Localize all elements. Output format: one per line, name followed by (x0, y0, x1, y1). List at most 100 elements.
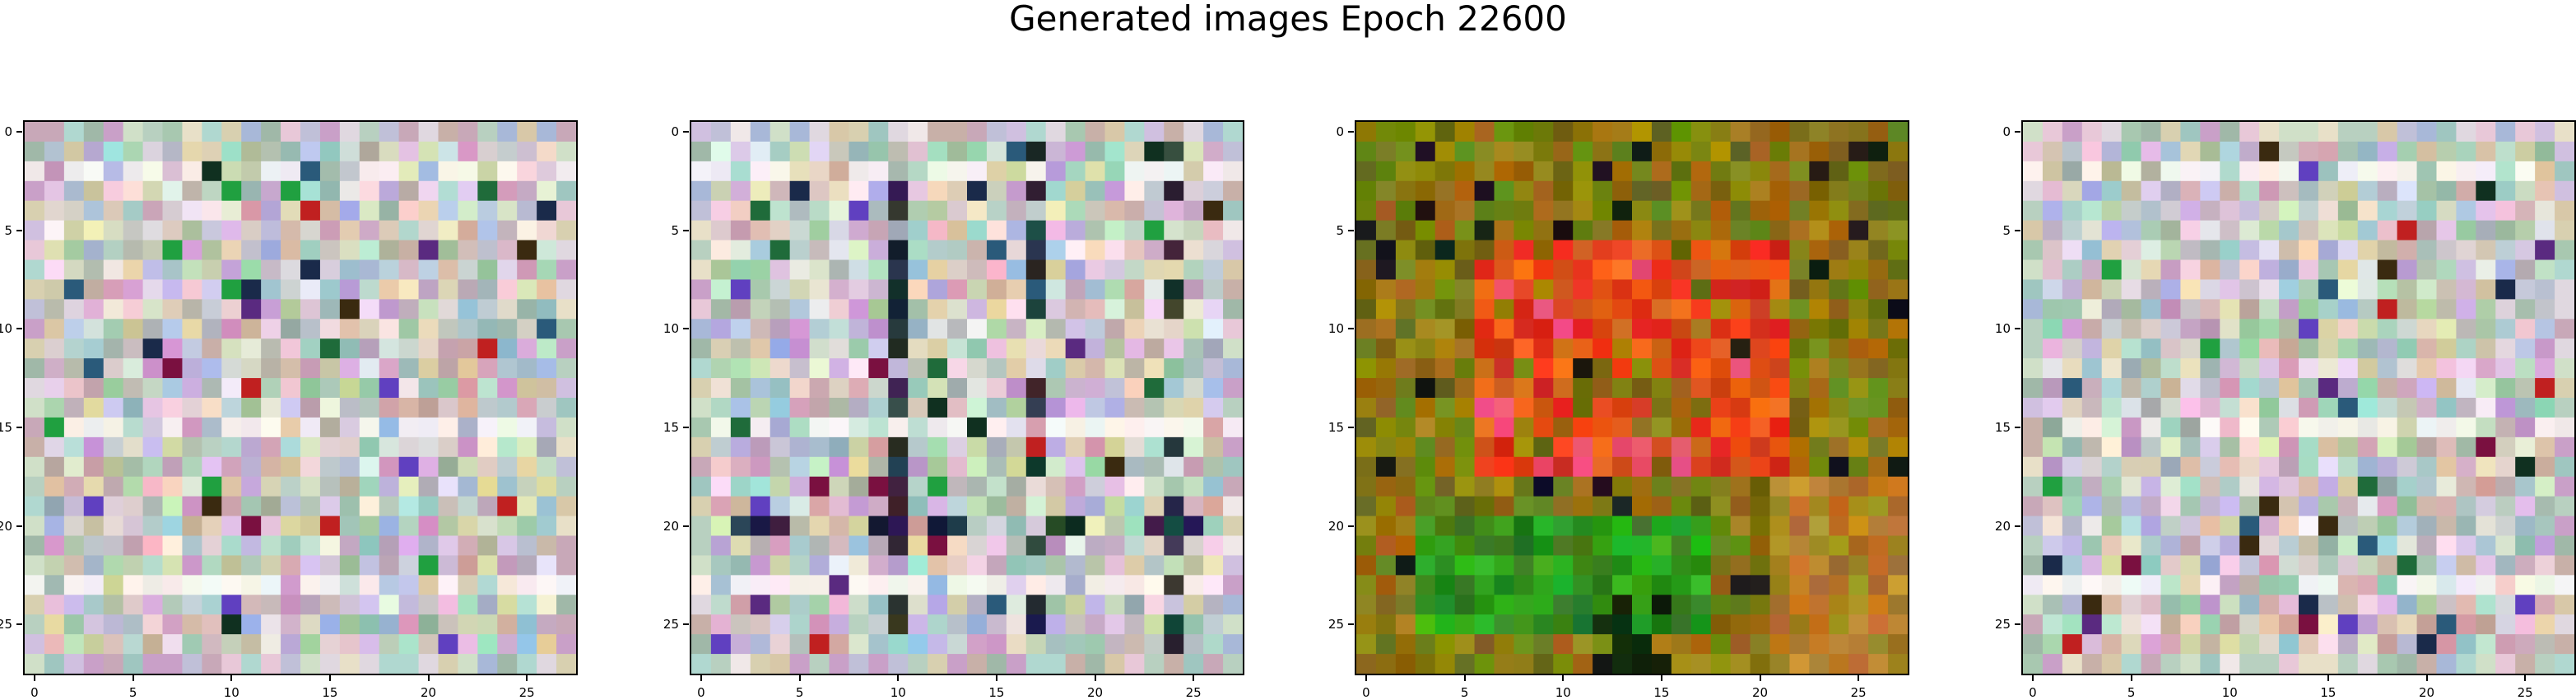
pixel-cell (1203, 654, 1224, 674)
pixel-cell (2476, 476, 2496, 497)
pixel-cell (241, 398, 262, 418)
pixel-cell (1164, 220, 1184, 241)
pixel-cell (241, 476, 262, 497)
pixel-cell (556, 240, 576, 261)
pixel-cell (710, 319, 732, 339)
pixel-cell (339, 436, 360, 458)
pixel-cell (789, 319, 811, 339)
pixel-cell (2220, 436, 2240, 458)
pixel-cell (986, 240, 1007, 261)
pixel-cell (967, 575, 988, 595)
pixel-cell (2200, 378, 2220, 399)
pixel-cell (162, 417, 184, 438)
pixel-cell (750, 436, 771, 458)
pixel-cell (710, 516, 732, 537)
pixel-cell (1065, 476, 1086, 497)
pixel-cell (2515, 141, 2536, 162)
pixel-cell (1888, 358, 1908, 379)
pixel-cell (888, 338, 909, 359)
pixel-cell (2357, 378, 2378, 399)
pixel-cell (868, 634, 889, 655)
pixel-cell (2555, 595, 2574, 615)
pixel-cell (1573, 634, 1593, 655)
pixel-cell (2023, 555, 2044, 576)
pixel-cell (2141, 240, 2162, 261)
pixel-cell (1144, 338, 1165, 359)
pixel-cell (497, 535, 518, 557)
pixel-cell (379, 417, 400, 438)
pixel-cell (1651, 180, 1672, 202)
pixel-cell (1769, 180, 1791, 202)
pixel-cell (2279, 614, 2299, 635)
pixel-cell (967, 338, 988, 359)
pixel-cell (1104, 535, 1126, 557)
pixel-cell (162, 122, 184, 142)
pixel-cell (319, 161, 341, 182)
pixel-cell (1769, 496, 1791, 517)
pixel-cell (2101, 476, 2123, 497)
pixel-cell (1750, 279, 1771, 300)
pixel-cell (537, 476, 557, 497)
pixel-cell (1104, 417, 1126, 438)
pixel-cell (1144, 417, 1165, 438)
pixel-cell (2141, 122, 2162, 142)
pixel-cell (2141, 378, 2162, 399)
pixel-cell (2299, 634, 2319, 655)
pixel-cell (1006, 496, 1027, 517)
pixel-cell (1474, 595, 1495, 615)
pixel-cell (829, 575, 850, 595)
pixel-cell (1690, 220, 1712, 241)
pixel-cell (691, 535, 712, 557)
pixel-cell (691, 141, 712, 162)
pixel-cell (1144, 259, 1165, 281)
pixel-cell (418, 299, 439, 320)
pixel-cell (1065, 299, 1086, 320)
pixel-cell (2180, 122, 2201, 142)
pixel-cell (947, 161, 968, 182)
pixel-cell (2357, 575, 2378, 595)
pixel-cell (2555, 476, 2574, 497)
pixel-cell (537, 634, 557, 655)
pixel-cell (2456, 122, 2476, 142)
pixel-cell (2180, 496, 2201, 517)
pixel-cell (2259, 259, 2280, 281)
pixel-cell (261, 358, 281, 379)
pixel-cell (2160, 436, 2182, 458)
pixel-cell (300, 555, 321, 576)
pixel-cell (1769, 299, 1791, 320)
pixel-cell (123, 319, 144, 339)
pixel-cell (1848, 200, 1869, 222)
pixel-cell (1395, 279, 1416, 300)
pixel-cell (44, 338, 65, 359)
pixel-cell (2101, 417, 2123, 438)
pixel-cell (123, 555, 144, 576)
pixel-cell (438, 220, 459, 241)
pixel-cell (986, 555, 1007, 576)
pixel-cell (1085, 299, 1106, 320)
pixel-cell (142, 122, 164, 142)
pixel-cell (789, 614, 811, 635)
pixel-cell (281, 456, 301, 478)
pixel-cell (1454, 575, 1476, 595)
pixel-cell (2476, 575, 2496, 595)
pixel-cell (241, 180, 262, 202)
pixel-cell (2062, 535, 2083, 557)
pixel-cell (123, 595, 144, 615)
pixel-cell (339, 417, 360, 438)
pixel-cell (2397, 575, 2418, 595)
pixel-cell (1514, 161, 1534, 182)
pixel-cell (947, 122, 968, 142)
pixel-cell (300, 436, 321, 458)
pixel-cell (829, 456, 850, 478)
pixel-cell (1514, 535, 1534, 557)
pixel-cell (710, 555, 732, 576)
pixel-cell (2377, 595, 2398, 615)
pixel-cell (83, 595, 105, 615)
pixel-cell (162, 240, 184, 261)
pixel-cell (142, 279, 164, 300)
pixel-cell (1454, 614, 1476, 635)
pixel-cell (221, 220, 242, 241)
pixel-cell (986, 535, 1007, 557)
pixel-cell (2495, 240, 2516, 261)
pixel-cell (1769, 161, 1791, 182)
